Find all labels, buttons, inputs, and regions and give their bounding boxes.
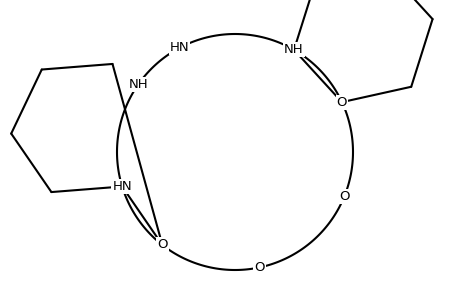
Text: O: O <box>336 96 347 109</box>
Text: NH: NH <box>128 78 148 91</box>
Text: O: O <box>338 190 349 203</box>
Text: O: O <box>157 238 167 251</box>
Text: O: O <box>254 261 264 274</box>
Text: NH: NH <box>284 43 303 56</box>
Text: HN: HN <box>169 41 189 54</box>
Text: HN: HN <box>112 180 132 193</box>
